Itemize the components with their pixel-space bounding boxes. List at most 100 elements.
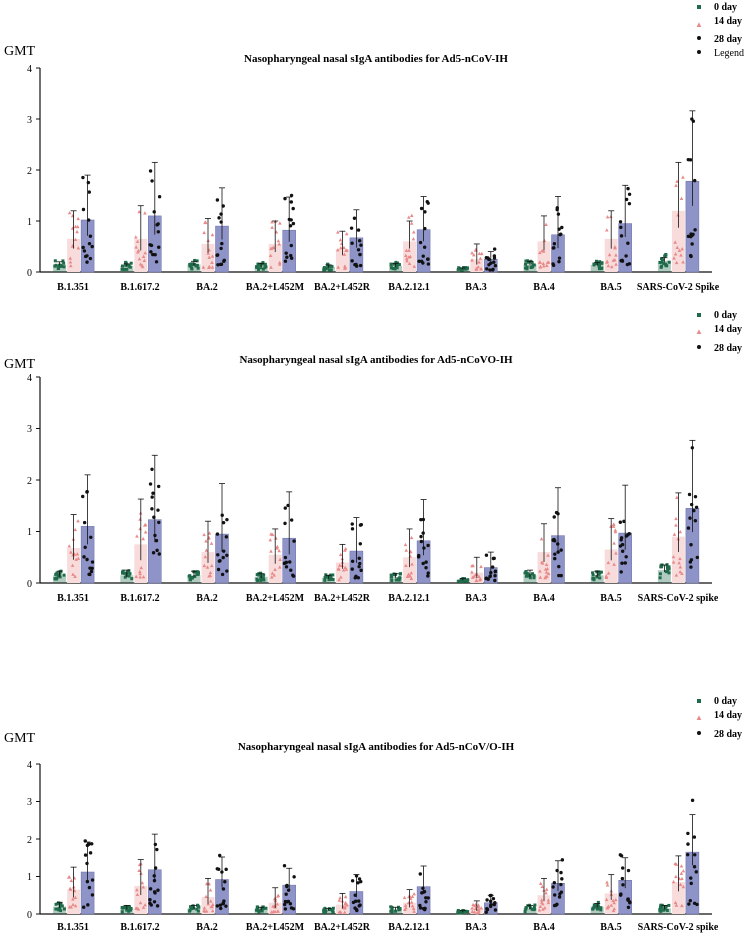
point-day28 <box>620 549 625 553</box>
point-day14 <box>614 262 618 266</box>
point-day0 <box>188 574 192 578</box>
y-tick-label: 0 <box>27 910 32 921</box>
point-day14 <box>143 530 148 534</box>
point-day0 <box>529 265 533 269</box>
point-day14 <box>343 900 348 905</box>
point-day0 <box>665 565 669 569</box>
chart-title: Nasopharyngeal nasal sIgA antibodies for… <box>244 53 508 65</box>
point-day28 <box>284 892 288 896</box>
point-day14 <box>269 246 273 251</box>
point-day0 <box>531 907 535 911</box>
point-day28 <box>82 520 87 525</box>
point-day28 <box>215 904 220 908</box>
point-day28 <box>151 551 156 555</box>
point-day28 <box>624 254 628 258</box>
point-day0 <box>322 268 326 272</box>
point-day28 <box>419 517 423 522</box>
point-day14 <box>137 257 142 261</box>
point-day28 <box>81 207 86 212</box>
point-day14 <box>275 544 280 549</box>
point-day0 <box>121 569 125 573</box>
point-day14 <box>343 894 348 899</box>
point-day28 <box>282 902 287 907</box>
point-day0 <box>59 909 63 913</box>
point-day28 <box>492 254 497 258</box>
point-day28 <box>81 905 86 909</box>
panel-ad5-ncov-o-ih: GMT Nasopharyngeal nasal sIgA antibodies… <box>4 696 742 933</box>
point-day28 <box>694 870 698 874</box>
point-day0 <box>456 908 460 912</box>
point-day28 <box>157 195 162 199</box>
point-day28 <box>150 495 154 499</box>
point-day14 <box>613 528 618 532</box>
point-day14 <box>679 864 684 868</box>
point-day28 <box>419 534 423 539</box>
point-day14 <box>210 232 215 237</box>
point-day14 <box>470 575 475 579</box>
point-day14 <box>541 249 546 253</box>
point-day0 <box>391 267 395 271</box>
point-day14 <box>338 238 343 242</box>
point-day0 <box>195 263 199 267</box>
point-day28 <box>426 201 430 205</box>
point-day0 <box>263 266 267 270</box>
point-day14 <box>605 228 609 232</box>
point-day14 <box>604 897 609 902</box>
point-day28 <box>356 881 360 885</box>
point-day28 <box>153 253 157 257</box>
x-tick-label: BA.2.12.1 <box>388 593 429 604</box>
bar-day14 <box>335 904 349 914</box>
point-day28 <box>156 230 161 234</box>
point-day14 <box>134 574 139 579</box>
point-day0 <box>189 264 193 268</box>
point-day28 <box>350 879 355 883</box>
legend-marker-28-day <box>697 731 701 735</box>
point-day14 <box>613 258 617 262</box>
point-day14 <box>538 569 542 573</box>
point-day28 <box>695 555 700 560</box>
point-day14 <box>210 254 215 258</box>
point-day0 <box>591 571 595 575</box>
point-day28 <box>155 847 159 852</box>
point-day14 <box>342 245 346 250</box>
point-day0 <box>591 573 595 577</box>
point-day0 <box>326 575 330 579</box>
point-day14 <box>75 229 79 234</box>
point-day0 <box>533 907 537 911</box>
legend-marker-28-day <box>697 36 701 40</box>
point-day14 <box>605 215 610 219</box>
point-day0 <box>331 573 335 577</box>
point-day0 <box>466 578 470 582</box>
point-day14 <box>674 874 678 879</box>
point-day14 <box>73 574 77 578</box>
point-day14 <box>270 532 275 537</box>
point-day28 <box>689 234 693 239</box>
point-day14 <box>73 527 78 532</box>
y-tick-label: 4 <box>27 373 32 384</box>
panel-ad5-ncovo-ih: GMT Nasopharyngeal nasal sIgA antibodies… <box>4 310 742 604</box>
point-day0 <box>58 571 62 575</box>
point-day0 <box>524 907 528 911</box>
point-day0 <box>196 904 200 908</box>
point-day14 <box>138 901 143 905</box>
point-day28 <box>492 556 496 561</box>
point-day14 <box>201 265 206 269</box>
point-day14 <box>207 531 212 535</box>
point-day0 <box>324 267 328 271</box>
point-day28 <box>560 877 564 881</box>
point-day14 <box>479 266 483 271</box>
point-day14 <box>344 567 349 571</box>
point-day0 <box>324 575 328 579</box>
point-day28 <box>86 903 90 907</box>
point-day28 <box>485 898 489 902</box>
point-day0 <box>660 258 664 262</box>
x-tick-label: BA.2+L452R <box>314 593 371 604</box>
point-day14 <box>470 251 474 255</box>
point-day14 <box>674 523 678 527</box>
point-day0 <box>466 910 470 914</box>
point-day28 <box>85 557 89 562</box>
point-day0 <box>196 909 200 913</box>
point-day28 <box>221 555 225 560</box>
point-day28 <box>289 253 293 258</box>
point-day28 <box>426 543 430 548</box>
